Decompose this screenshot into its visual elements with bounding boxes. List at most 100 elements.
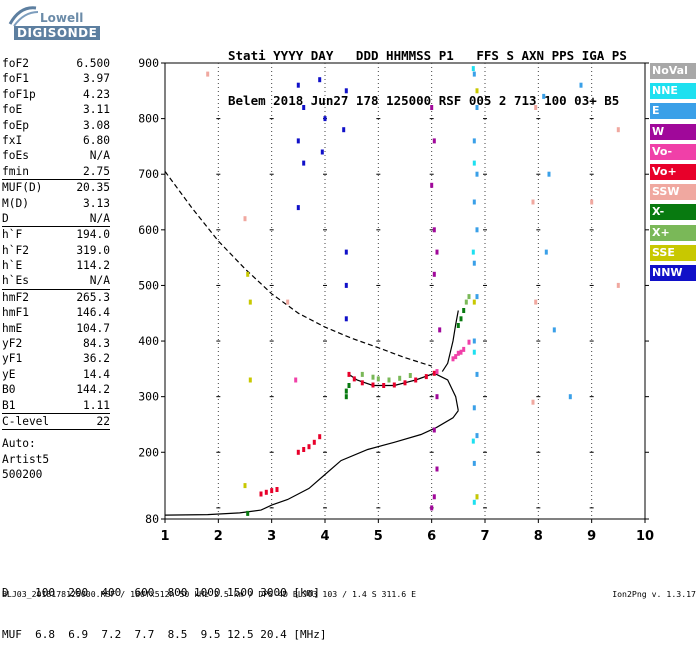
echo-point <box>302 160 306 166</box>
echo-point <box>472 405 476 411</box>
profile-curve <box>164 410 459 516</box>
param-label: foE <box>2 103 23 117</box>
echo-point <box>430 182 434 188</box>
echo-point <box>432 271 436 277</box>
footer-distance-row: D 100 200 400 600 800 1000 1500 3000 [km… <box>2 586 320 599</box>
separator <box>2 429 110 436</box>
param-label: hmF1 <box>2 306 29 320</box>
y-tick-label: 800 <box>138 112 159 126</box>
echo-point <box>296 449 300 455</box>
footer-muf-row: MUF 6.8 6.9 7.2 7.7 8.5 9.5 12.5 20.4 [M… <box>2 628 327 641</box>
echo-point <box>296 138 300 144</box>
param-row: MUF(D) 20.35 <box>2 179 110 195</box>
echo-point <box>475 294 479 300</box>
echo-point <box>432 370 436 376</box>
param-label: fmin <box>2 164 29 178</box>
echo-point <box>344 316 348 322</box>
echo-point <box>547 171 551 177</box>
echo-point <box>294 377 298 383</box>
echo-point <box>352 376 356 382</box>
echo-point <box>432 138 436 144</box>
param-row: hmE 104.7 <box>2 321 110 336</box>
echo-point <box>531 399 535 405</box>
param-label: foF2 <box>2 57 29 70</box>
param-row: h`F2 319.0 <box>2 243 110 258</box>
param-row: foF2 6.500 <box>2 56 110 71</box>
echo-point <box>371 382 375 388</box>
echo-point <box>387 377 391 383</box>
legend-item: W <box>650 123 696 140</box>
echo-point <box>531 199 535 205</box>
param-value: 1.11 <box>83 398 110 412</box>
echo-point <box>467 339 471 345</box>
echo-point <box>472 349 476 355</box>
echo-point <box>430 105 434 110</box>
param-label: foEp <box>2 118 29 132</box>
echo-point <box>264 489 268 495</box>
legend: NoVal NNE E W Vo- Vo+ SSW X- X+ SSE NNW <box>650 63 696 285</box>
x-tick-label: 8 <box>534 529 543 544</box>
echo-point <box>472 260 476 266</box>
echo-point <box>471 438 475 444</box>
param-row: h`F 194.0 <box>2 226 110 242</box>
echo-point <box>568 394 572 400</box>
x-tick-label: 7 <box>480 529 489 544</box>
echo-point <box>459 316 463 322</box>
echo-point <box>475 105 479 110</box>
legend-item: SSW <box>650 184 696 201</box>
echo-point <box>318 434 322 440</box>
digisonde-logo: Lowell DIGISONDE <box>4 4 124 44</box>
echo-point <box>344 388 348 394</box>
param-value: 265.3 <box>76 290 110 304</box>
echo-point <box>462 346 466 352</box>
echo-point <box>451 356 455 362</box>
echo-point <box>347 383 351 388</box>
echo-point <box>248 299 252 305</box>
echo-point <box>323 116 327 122</box>
auto-line2: Artist5 <box>2 452 50 466</box>
echo-point <box>475 433 479 439</box>
x-tick-label: 5 <box>374 529 383 544</box>
param-row: yF2 84.3 <box>2 336 110 351</box>
legend-item: X+ <box>650 224 696 241</box>
y-tick-label: 300 <box>138 390 159 404</box>
echo-point <box>430 505 434 511</box>
echo-point <box>432 494 436 500</box>
param-row: B1 1.11 <box>2 398 110 413</box>
profile-curve <box>348 372 459 411</box>
virtual-height-curve <box>164 171 432 367</box>
echo-point <box>307 444 311 450</box>
param-value: 4.23 <box>83 87 110 101</box>
param-row: fmin 2.75 <box>2 164 110 179</box>
param-row: h`E 114.2 <box>2 258 110 273</box>
header-line1: Stati YYYY DAY DDD HHMMSS P1 FFS S AXN P… <box>228 48 627 63</box>
logo-line1: Lowell <box>40 11 84 25</box>
echo-point <box>432 227 436 233</box>
echo-point <box>534 105 538 110</box>
dish-icon <box>8 6 39 27</box>
echo-point <box>342 127 346 133</box>
param-label: yF1 <box>2 352 23 366</box>
param-label: h`Es <box>2 274 29 288</box>
echo-point <box>552 327 556 333</box>
param-value: 2.75 <box>83 164 110 178</box>
echo-point <box>472 160 476 166</box>
echo-point <box>398 375 402 381</box>
echo-point <box>360 380 364 386</box>
echo-point <box>344 88 348 94</box>
echo-point <box>542 93 546 99</box>
echo-point <box>475 88 479 94</box>
legend-item: X- <box>650 204 696 221</box>
param-value: 144.2 <box>76 383 110 397</box>
param-label: M(D) <box>2 196 29 210</box>
param-row: fxI 6.80 <box>2 133 110 148</box>
echo-point <box>475 171 479 177</box>
param-row: hmF1 146.4 <box>2 305 110 320</box>
echo-point <box>534 299 538 305</box>
param-row: hmF2 265.3 <box>2 288 110 305</box>
echo-point <box>454 354 458 360</box>
param-value: N/A <box>89 211 110 225</box>
legend-item: E <box>650 103 696 120</box>
param-row: D N/A <box>2 211 110 226</box>
legend-item: NoVal <box>650 63 696 79</box>
